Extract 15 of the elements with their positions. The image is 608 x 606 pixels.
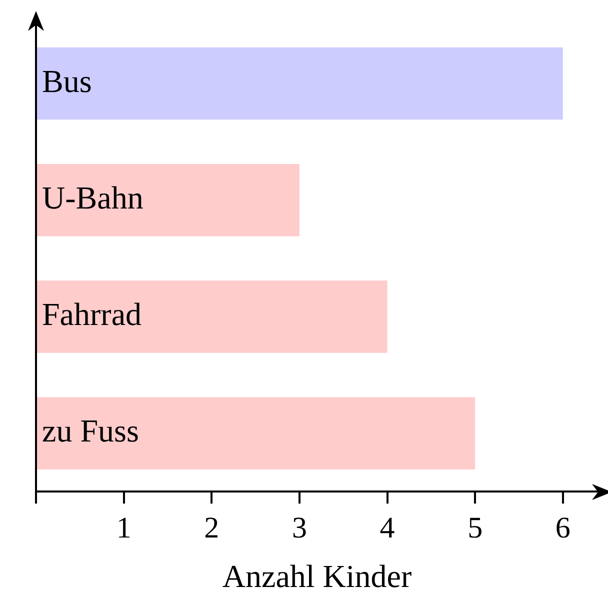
x-axis-title: Anzahl Kinder [222, 558, 412, 594]
x-tick-label: 2 [204, 511, 220, 544]
bar [37, 280, 388, 353]
bar [37, 47, 563, 120]
y-tick-label: Fahrrad [42, 296, 142, 332]
x-tick-label: 6 [555, 511, 570, 544]
x-tick-label: 4 [380, 511, 395, 544]
x-tick-label: 1 [116, 511, 132, 544]
x-tick-label: 3 [292, 511, 307, 544]
y-tick-label: U-Bahn [42, 180, 144, 216]
bar [37, 164, 300, 236]
y-tick-label: zu Fuss [42, 412, 139, 449]
y-tick-label: Bus [42, 62, 92, 99]
x-tick-label: 5 [468, 511, 483, 544]
bar [37, 397, 476, 470]
